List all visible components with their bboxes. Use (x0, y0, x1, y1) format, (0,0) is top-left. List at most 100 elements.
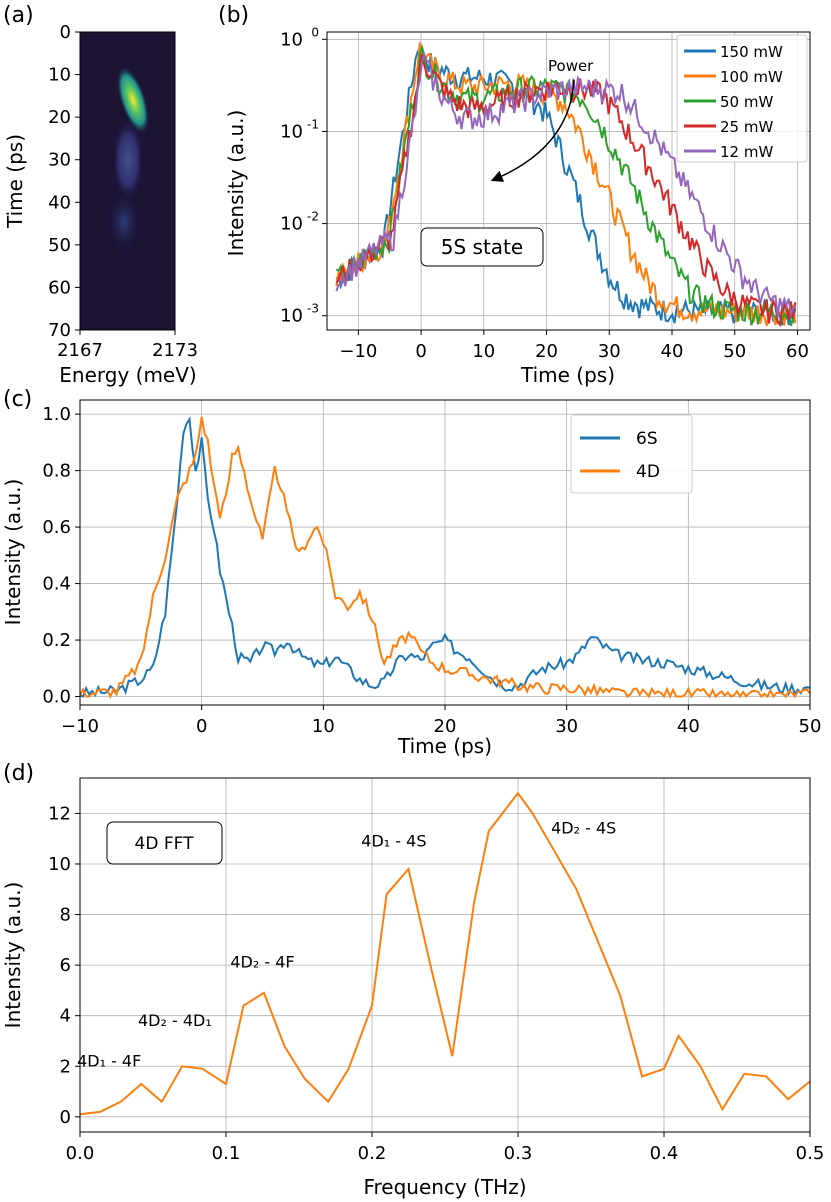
c-ylabel: Intensity (a.u.) (1, 479, 25, 626)
b-series-line-12-mW (335, 50, 797, 318)
b-xtick-label: 40 (661, 341, 684, 362)
b-arrow-label: Power (548, 57, 594, 75)
b-ytick-label: 10 (280, 306, 303, 327)
a-ytick-label: 10 (48, 65, 71, 86)
c-ytick-label: 0.6 (42, 517, 71, 538)
d-xtick-label: 0.2 (358, 1143, 387, 1164)
d-xlabel: Frequency (THz) (363, 1175, 526, 1199)
d-ytick-label: 6 (60, 955, 71, 976)
d-xtick-label: 0.4 (650, 1143, 679, 1164)
panel-c-chart: −10 0 10 20 30 40 50 0.0 0.2 0.4 0.6 0.8 1.0 Intensi… (1, 399, 822, 758)
b-legend-label: 50 mW (720, 93, 773, 111)
b-arrow-path (490, 79, 575, 182)
c-xtick-label: 40 (677, 716, 700, 737)
heatmap-ylabel: Time (ps) (3, 134, 27, 229)
heatmap-feature-low (106, 188, 142, 256)
b-ytick-exponent: 0 (311, 25, 319, 39)
a-ytick-label: 20 (48, 107, 71, 128)
d-annotation-label: 4D₁ - 4S (361, 831, 426, 850)
c-ytick-label: 0.4 (42, 574, 71, 595)
a-xtick-label: 2173 (152, 340, 198, 361)
d-ytick-label: 0 (60, 1107, 71, 1128)
heatmap-feature-peak (116, 65, 150, 135)
c-xtick-label: −10 (61, 716, 99, 737)
d-series-line-fft (79, 791, 811, 1116)
b-xtick-label: 50 (723, 341, 746, 362)
a-ytick-label: 40 (48, 192, 71, 213)
b-ytick-label: 10 (280, 121, 303, 142)
a-ytick-label: 60 (48, 277, 71, 298)
panel-label-d: (d) (3, 761, 34, 786)
b-legend-label: 100 mW (720, 68, 783, 86)
c-legend-label: 4D (636, 462, 660, 482)
c-ytick-label: 0.2 (42, 630, 71, 651)
d-ytick-label: 2 (60, 1056, 71, 1077)
panel-label-a: (a) (3, 3, 34, 28)
c-ytick-label: 0.8 (42, 461, 71, 482)
c-legend-label: 6S (636, 429, 658, 449)
heatmap-feature-mid (112, 118, 144, 202)
c-xtick-label: 20 (434, 716, 457, 737)
a-xtick-label: 2167 (57, 340, 103, 361)
c-xtick-label: 30 (555, 716, 578, 737)
b-xtick-label: 20 (535, 341, 558, 362)
b-ytick-exponent: -1 (307, 117, 319, 131)
b-legend-label: 150 mW (720, 43, 783, 61)
b-xtick-label: 0 (415, 341, 426, 362)
b-xtick-label: 10 (472, 341, 495, 362)
b-xtick-label: 60 (786, 341, 809, 362)
d-annotation-label: 4D₁ - 4F (77, 1051, 141, 1070)
a-ytick-label: 0 (60, 22, 71, 43)
c-series-line-6S (79, 416, 811, 698)
panel-b-chart: −10 0 10 20 30 40 50 60 10 0 10 -1 10 -2 10 -3 Intensit… (224, 25, 811, 387)
d-ytick-label: 4 (60, 1006, 71, 1027)
c-xtick-label: 10 (312, 716, 335, 737)
b-frame (326, 31, 811, 331)
b-xlabel: Time (ps) (520, 363, 615, 387)
b-text-box-label: 5S state (441, 235, 523, 259)
d-text-box-label: 4D FFT (135, 834, 195, 854)
d-ytick-label: 10 (48, 854, 71, 875)
b-xtick-label: −10 (339, 341, 377, 362)
d-frame (79, 777, 811, 1133)
b-ytick-label: 10 (280, 214, 303, 235)
d-xtick-label: 0.1 (212, 1143, 241, 1164)
d-ytick-label: 12 (48, 803, 71, 824)
c-xtick-label: 0 (196, 716, 207, 737)
c-xtick-label: 50 (799, 716, 822, 737)
b-legend: 150 mW 100 mW 50 mW 25 mW 12 mW (676, 34, 808, 163)
b-power-arrow: Power (490, 57, 594, 182)
c-ytick-label: 1.0 (42, 404, 71, 425)
c-legend: 6S 4D (570, 414, 693, 494)
d-annotation-label: 4D₂ - 4S (551, 819, 616, 838)
d-ytick-label: 8 (60, 905, 71, 926)
d-xtick-label: 0.3 (504, 1143, 533, 1164)
b-xtick-label: 30 (598, 341, 621, 362)
b-legend-label: 25 mW (720, 118, 773, 136)
b-ytick-exponent: -2 (307, 210, 319, 224)
b-text-box: 5S state (420, 227, 544, 267)
d-ylabel: Intensity (a.u.) (1, 882, 25, 1029)
panel-d-chart: 0.0 0.1 0.2 0.3 0.4 0.5 0 2 4 6 8 10 12 Intensity (a… (1, 777, 825, 1199)
panel-label-c: (c) (3, 387, 32, 412)
c-series-line-4D (79, 416, 811, 700)
d-xtick-label: 0.0 (66, 1143, 95, 1164)
a-ytick-label: 50 (48, 235, 71, 256)
b-series-line-100-mW (335, 42, 797, 327)
b-legend-label: 12 mW (720, 143, 773, 161)
b-ytick-label: 10 (280, 29, 303, 50)
d-annotation-label: 4D₂ - 4D₁ (138, 1011, 212, 1030)
a-ytick-label: 70 (48, 320, 71, 341)
b-ylabel: Intensity (a.u.) (224, 110, 248, 257)
heatmap-frame (79, 31, 176, 331)
heatmap-xlabel: Energy (meV) (59, 363, 196, 387)
c-xlabel: Time (ps) (397, 734, 492, 758)
panel-label-b: (b) (218, 3, 249, 28)
d-text-box: 4D FFT (106, 821, 223, 865)
a-ytick-label: 30 (48, 150, 71, 171)
c-ytick-label: 0.0 (42, 687, 71, 708)
b-ytick-exponent: -3 (307, 302, 319, 316)
d-xtick-label: 0.5 (796, 1143, 825, 1164)
